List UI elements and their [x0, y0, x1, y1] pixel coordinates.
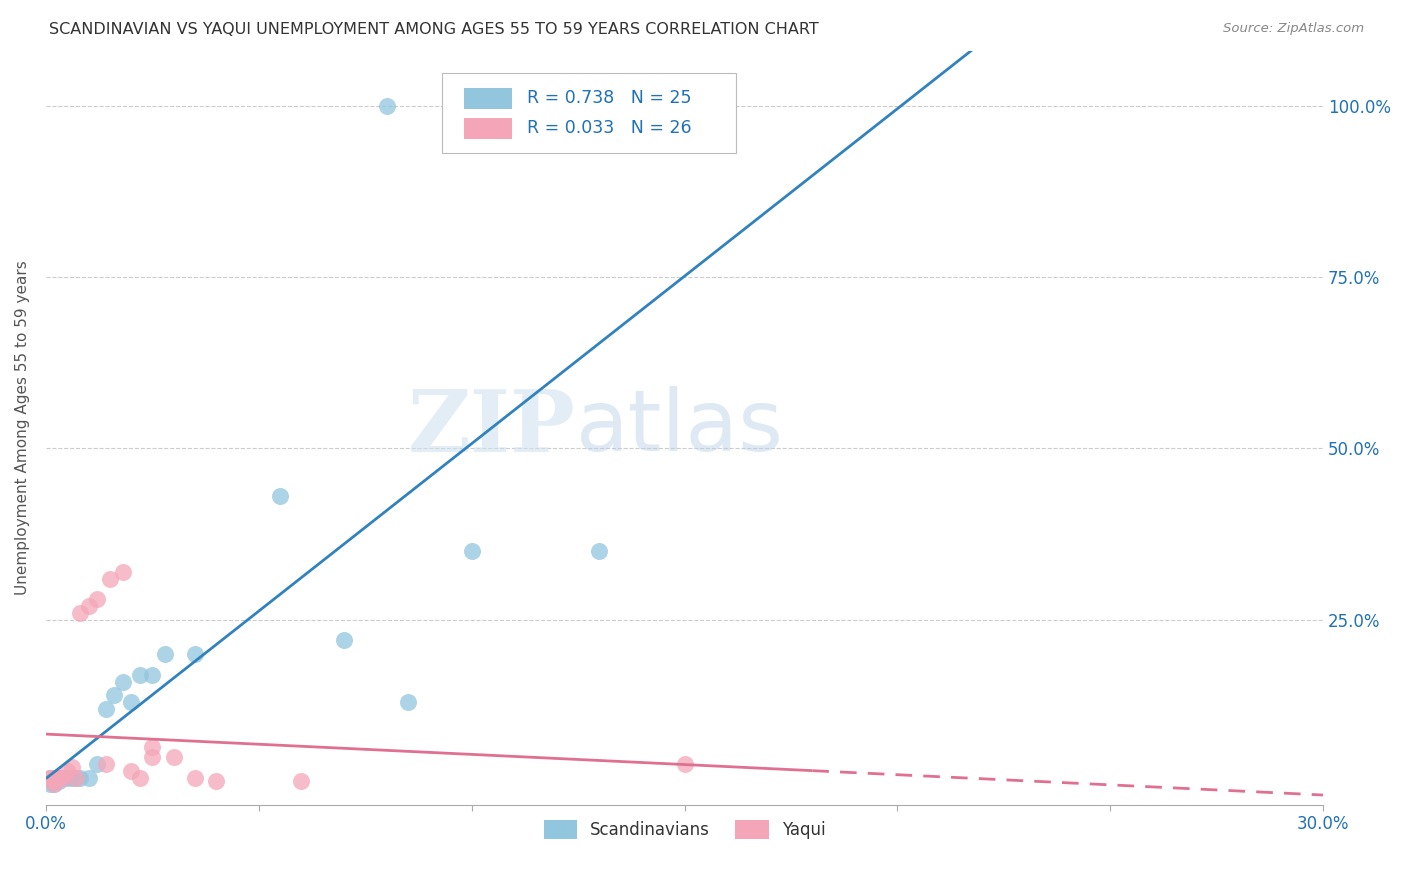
Point — [716, 98, 738, 112]
Text: Source: ZipAtlas.com: Source: ZipAtlas.com — [1223, 22, 1364, 36]
Bar — [464, 118, 512, 139]
Point — [65, 771, 87, 785]
Text: SCANDINAVIAN VS YAQUI UNEMPLOYMENT AMONG AGES 55 TO 59 YEARS CORRELATION CHART: SCANDINAVIAN VS YAQUI UNEMPLOYMENT AMONG… — [49, 22, 818, 37]
Point — [44, 774, 66, 789]
Point — [48, 771, 70, 785]
Point — [111, 565, 134, 579]
Point — [673, 756, 696, 771]
Point — [48, 771, 70, 785]
Point — [163, 750, 186, 764]
Point — [77, 771, 100, 785]
Point — [69, 606, 91, 620]
Point — [120, 695, 142, 709]
Point — [111, 674, 134, 689]
Point — [52, 771, 75, 785]
Point — [60, 760, 83, 774]
Point — [460, 544, 482, 558]
Point — [141, 750, 163, 764]
Point — [153, 647, 176, 661]
Point — [141, 667, 163, 681]
Point — [56, 771, 79, 785]
Y-axis label: Unemployment Among Ages 55 to 59 years: Unemployment Among Ages 55 to 59 years — [15, 260, 30, 595]
Point — [103, 688, 125, 702]
Point — [128, 771, 150, 785]
Point — [65, 771, 87, 785]
Point — [39, 771, 62, 785]
Point — [39, 771, 62, 785]
Text: atlas: atlas — [576, 386, 785, 469]
Point — [86, 592, 108, 607]
Point — [94, 702, 117, 716]
Point — [44, 771, 66, 785]
Point — [56, 764, 79, 778]
Point — [269, 490, 291, 504]
Point — [86, 756, 108, 771]
Point — [141, 739, 163, 754]
Point — [205, 774, 228, 789]
Point — [588, 544, 610, 558]
Point — [48, 774, 70, 789]
Bar — [464, 87, 512, 109]
Point — [39, 777, 62, 791]
Point — [290, 774, 312, 789]
Point — [396, 695, 419, 709]
Point — [44, 777, 66, 791]
Point — [52, 771, 75, 785]
Point — [94, 756, 117, 771]
Point — [128, 667, 150, 681]
Point — [77, 599, 100, 614]
Point — [98, 572, 121, 586]
Point — [60, 771, 83, 785]
Point — [120, 764, 142, 778]
Text: R = 0.033   N = 26: R = 0.033 N = 26 — [527, 120, 692, 137]
Point — [184, 647, 207, 661]
Point — [48, 771, 70, 785]
Text: R = 0.738   N = 25: R = 0.738 N = 25 — [527, 89, 692, 107]
Point — [184, 771, 207, 785]
Point — [44, 777, 66, 791]
Text: ZIP: ZIP — [408, 386, 576, 470]
FancyBboxPatch shape — [441, 73, 735, 153]
Point — [44, 771, 66, 785]
Point — [375, 98, 398, 112]
Point — [69, 771, 91, 785]
Legend: Scandinavians, Yaqui: Scandinavians, Yaqui — [537, 814, 832, 846]
Point — [333, 633, 356, 648]
Point — [39, 771, 62, 785]
